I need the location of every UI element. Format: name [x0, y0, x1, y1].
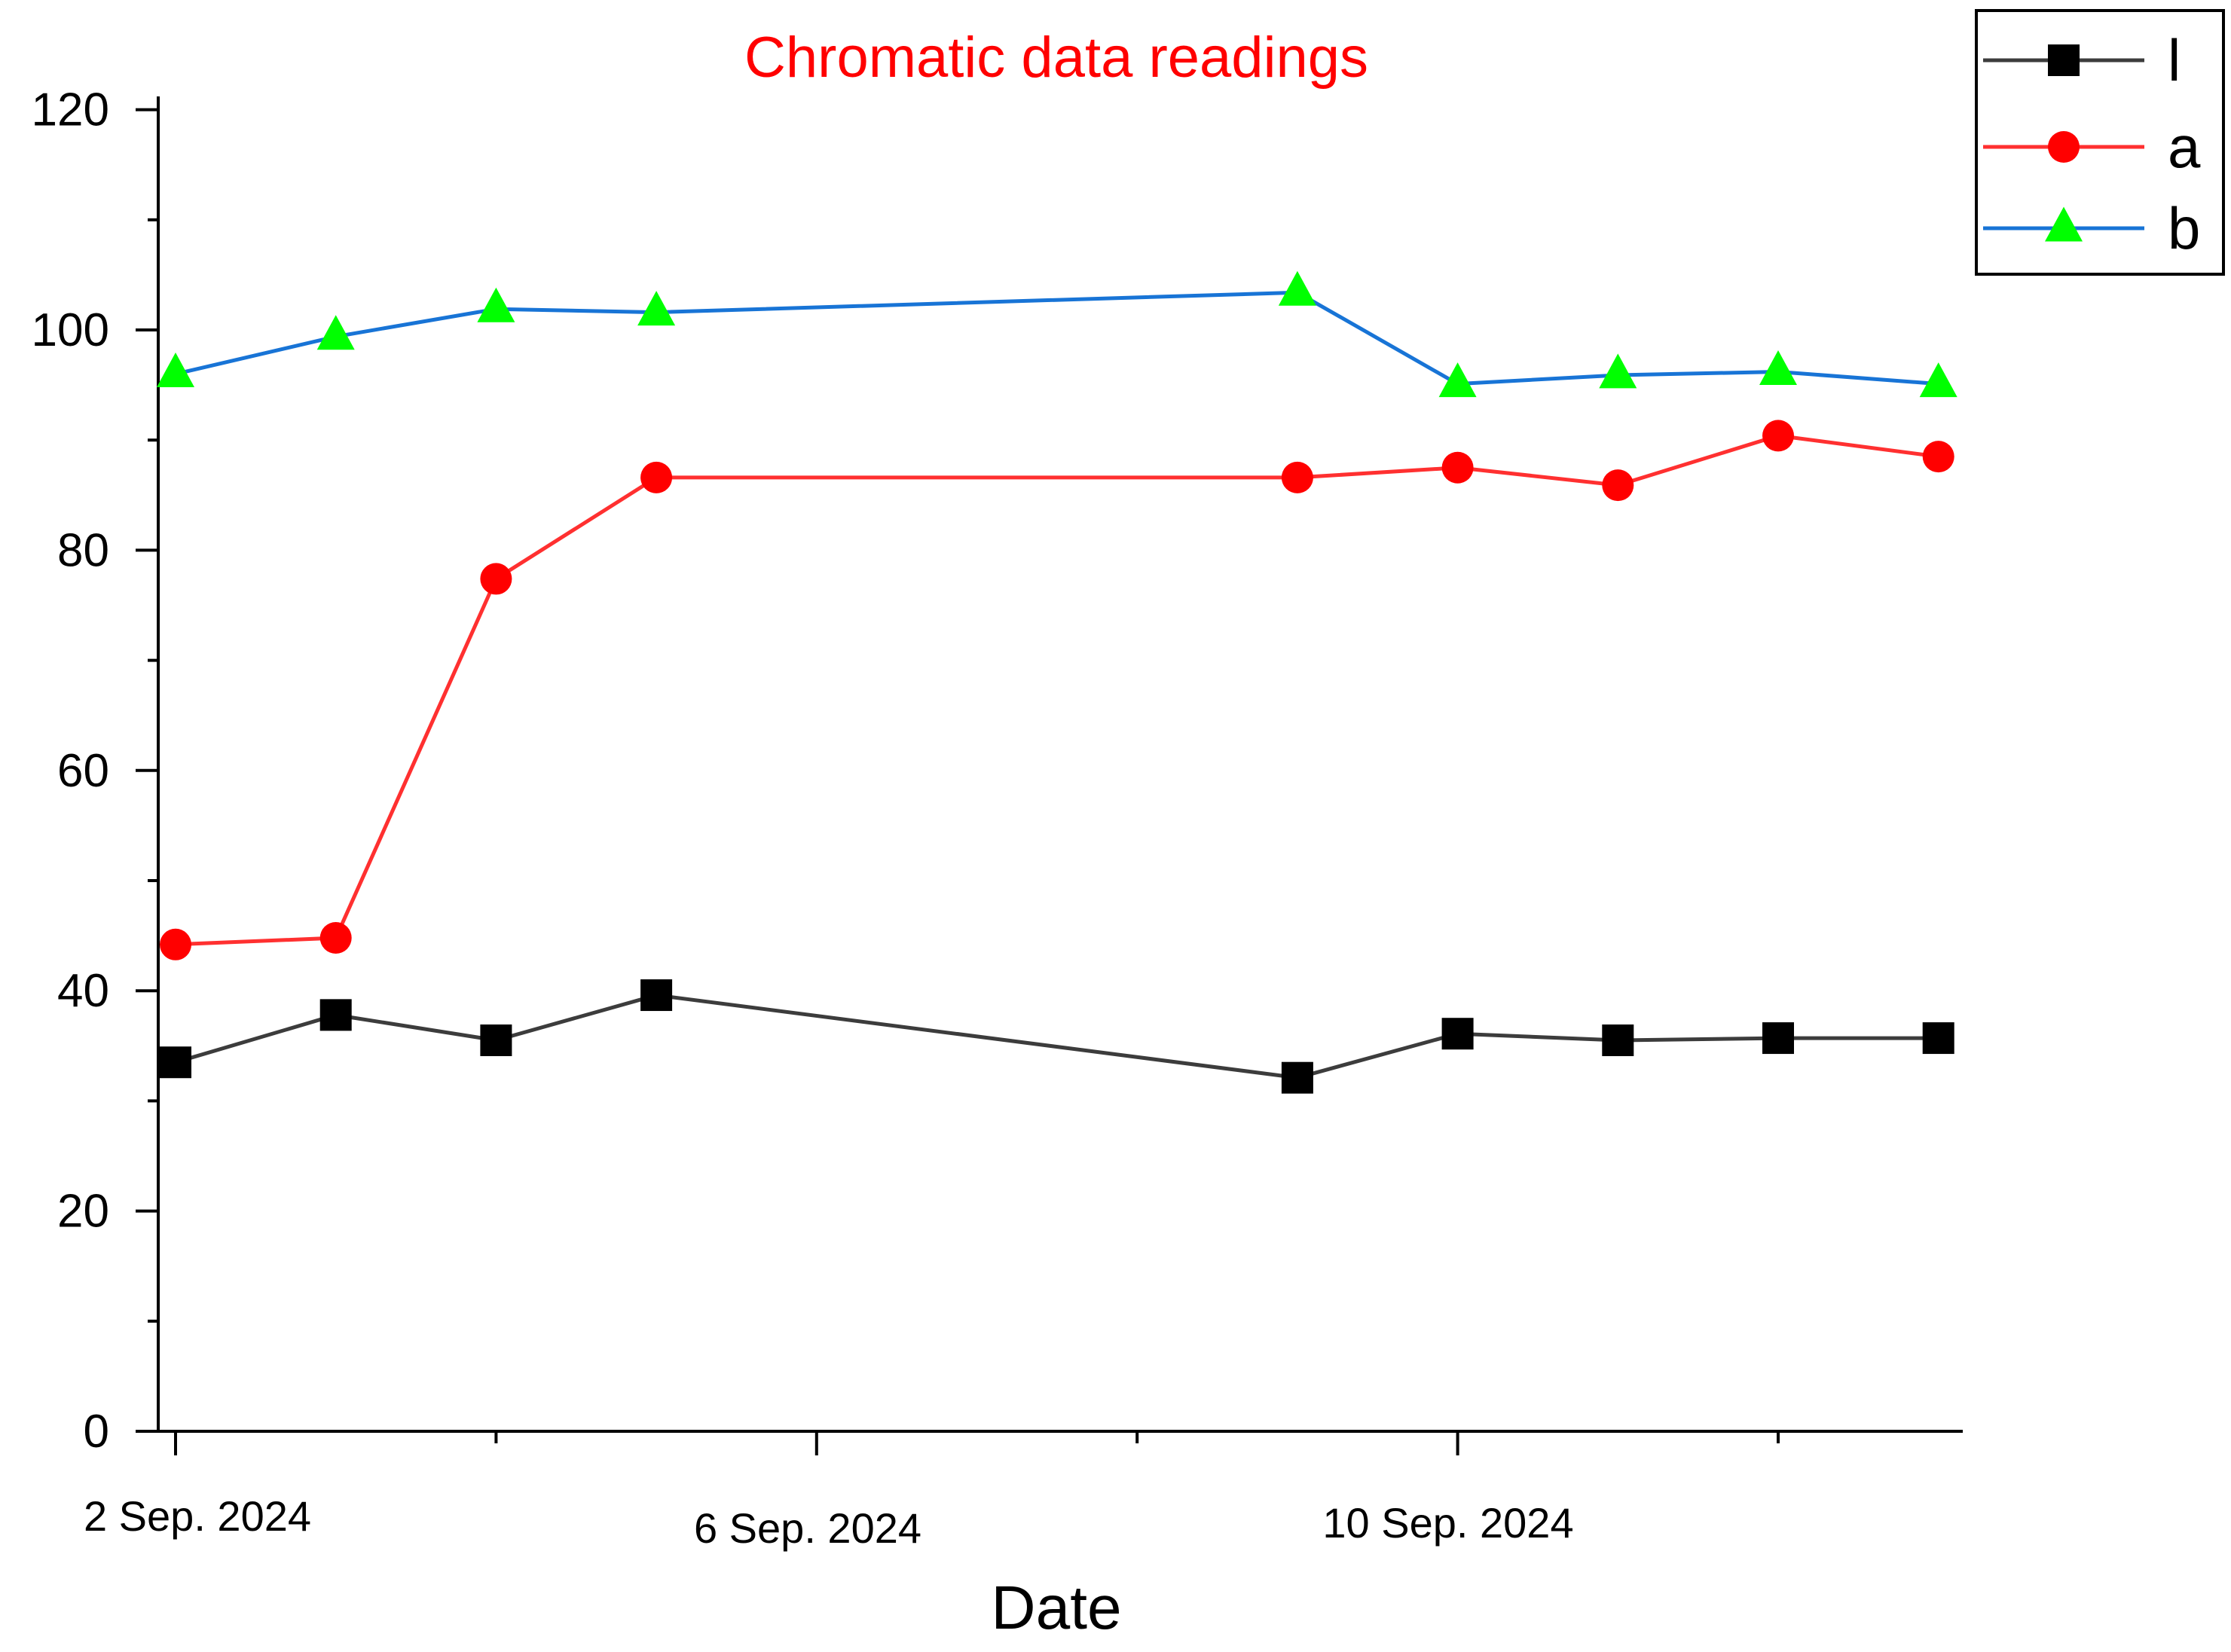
- legend-label: a: [2168, 114, 2201, 180]
- legend-marker: [2048, 131, 2080, 163]
- legend-entry-a: a: [1983, 114, 2201, 180]
- y-tick-label: 100: [32, 304, 109, 356]
- series-line-a: [175, 433, 1939, 947]
- x-tick-label: 6 Sep. 2024: [694, 1504, 921, 1552]
- legend-label: l: [2168, 27, 2181, 93]
- x-tick-label: 10 Sep. 2024: [1322, 1499, 1573, 1547]
- data-point-b: [316, 315, 355, 350]
- series-b: [157, 270, 1957, 398]
- data-point-l: [1922, 1022, 1954, 1055]
- series-layer: [157, 270, 1957, 1094]
- data-point-l: [1762, 1022, 1794, 1055]
- data-point-b: [1278, 270, 1316, 306]
- chart-title: Chromatic data readings: [744, 26, 1368, 90]
- x-tick-label: 2 Sep. 2024: [84, 1492, 311, 1540]
- data-point-a: [1441, 451, 1474, 484]
- legend-marker: [2048, 44, 2080, 76]
- data-point-b: [1919, 362, 1957, 398]
- data-point-a: [1602, 469, 1634, 502]
- data-point-b: [637, 291, 676, 326]
- legend-entry-l: l: [1983, 27, 2181, 93]
- data-point-a: [1922, 441, 1954, 473]
- data-point-b: [477, 287, 515, 322]
- data-point-l: [319, 999, 352, 1031]
- y-tick-label: 20: [57, 1186, 109, 1238]
- y-tick-label: 0: [84, 1406, 109, 1458]
- legend: lab: [1975, 9, 2225, 276]
- legend-box: [1975, 9, 2225, 276]
- series-l: [160, 979, 1954, 1094]
- data-point-a: [1762, 420, 1794, 452]
- y-tick-label: 120: [32, 84, 109, 136]
- data-point-a: [640, 461, 673, 493]
- data-point-l: [1602, 1024, 1634, 1056]
- data-point-a: [319, 922, 352, 954]
- data-point-b: [157, 352, 194, 387]
- data-point-a: [1281, 461, 1313, 493]
- y-tick-label: 80: [57, 524, 109, 576]
- data-point-l: [480, 1024, 512, 1056]
- data-point-l: [1441, 1018, 1474, 1050]
- x-axis-title: Date: [991, 1574, 1121, 1642]
- x-ticks: 2 Sep. 2024 6 Sep. 2024 10 Sep. 2024: [84, 1431, 1780, 1552]
- data-point-a: [160, 928, 191, 960]
- series-a: [160, 420, 1954, 960]
- data-point-l: [640, 979, 673, 1012]
- series-line-l: [175, 993, 1939, 1080]
- data-point-a: [480, 563, 512, 595]
- legend-marker: [2045, 206, 2083, 242]
- y-ticks: 0 20 40 60 80 100 120: [32, 84, 158, 1458]
- y-tick-label: 40: [57, 965, 109, 1017]
- legend-entry-b: b: [1983, 195, 2200, 261]
- data-point-b: [1438, 362, 1477, 398]
- data-point-l: [1281, 1061, 1313, 1094]
- series-line-b: [175, 290, 1939, 386]
- data-point-l: [160, 1046, 191, 1079]
- data-point-b: [1599, 353, 1637, 389]
- data-point-b: [1759, 350, 1797, 386]
- y-tick-label: 60: [57, 745, 109, 797]
- legend-label: b: [2168, 195, 2200, 261]
